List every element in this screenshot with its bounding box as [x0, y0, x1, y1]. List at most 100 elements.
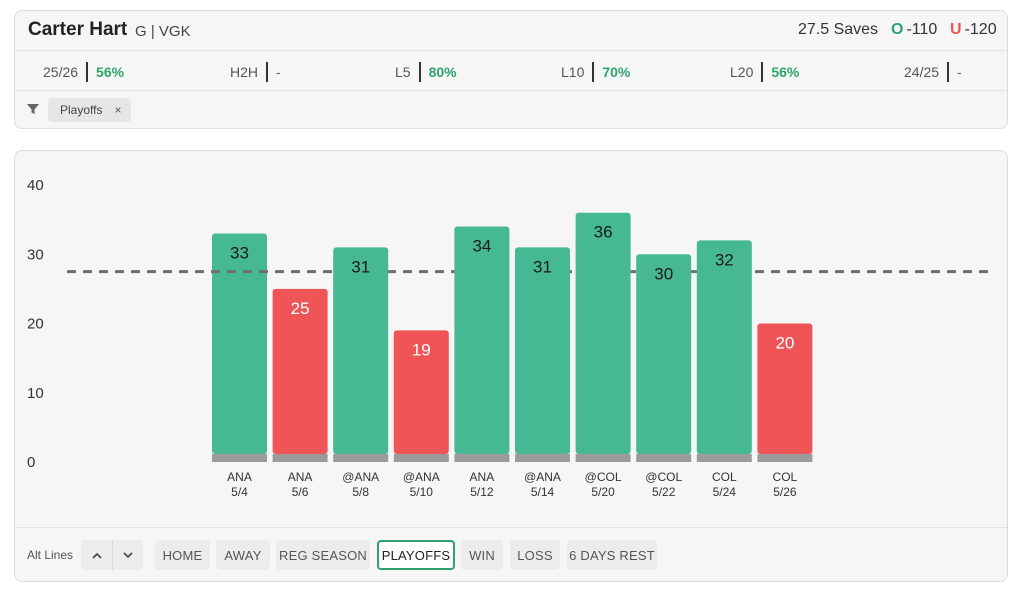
saves-bar-chart: 01020304033ANA5/425ANA5/631@ANA5/819@ANA… [27, 177, 990, 499]
y-tick-label: 30 [27, 246, 44, 263]
prop-line: 27.5 Saves [798, 21, 879, 38]
over-odds[interactable]: O -110 [891, 21, 937, 39]
x-tick-opponent: ANA [227, 470, 252, 484]
bar[interactable] [515, 247, 570, 454]
split-label: L20 [730, 64, 754, 80]
bar-value-label: 20 [775, 334, 794, 353]
x-tick-date: 5/12 [470, 485, 494, 499]
game-log-chart-card: 0 10 20 30 40 33 ANA 5/4 25 ANA 5/6 31 @ANA 5/8 19 @ANA… [14, 150, 1008, 582]
bar-base [575, 454, 631, 462]
bar-value-label: 34 [472, 237, 491, 256]
split-l10[interactable]: L10 70% [561, 62, 630, 82]
split-label: H2H [230, 64, 259, 80]
bar[interactable] [212, 233, 267, 454]
close-icon[interactable]: × [114, 103, 122, 117]
split-label: L10 [561, 64, 585, 80]
x-tick-opponent: @COL [585, 470, 622, 484]
bar[interactable] [575, 212, 631, 454]
split-l20[interactable]: L20 56% [730, 62, 799, 82]
x-tick-date: 5/4 [231, 485, 248, 499]
split-season[interactable]: 25/26 56% [43, 62, 124, 82]
x-tick-opponent: @ANA [524, 470, 561, 484]
split-label: 25/26 [43, 64, 79, 80]
x-tick-opponent: COL [773, 470, 798, 484]
active-filters: Playoffs × [15, 91, 1007, 130]
chevron-down-icon[interactable] [112, 540, 143, 570]
x-tick-date: 5/22 [652, 485, 676, 499]
chevron-up-icon[interactable] [81, 540, 112, 570]
split-value: 56% [771, 64, 800, 80]
alt-line-stepper [81, 540, 143, 570]
under-mark: U [950, 21, 962, 38]
split-l5[interactable]: L5 80% [395, 62, 457, 82]
over-odds-value: -110 [906, 21, 938, 38]
hit-rate-splits: 25/26 56% H2H - L5 80% L10 70% L20 56% 2… [15, 51, 1007, 91]
bar[interactable] [696, 240, 752, 454]
y-tick-label: 0 [27, 454, 35, 471]
bar[interactable] [393, 330, 449, 454]
x-tick-opponent: ANA [470, 470, 495, 484]
alt-lines-label: Alt Lines [27, 548, 74, 562]
x-tick-date: 5/20 [591, 485, 615, 499]
y-tick-label: 10 [27, 385, 44, 402]
bar[interactable] [636, 254, 692, 454]
split-divider [266, 62, 269, 82]
split-h2h[interactable]: H2H - [230, 62, 281, 82]
filter-rest-days-button[interactable]: 6 DAYS REST [567, 540, 657, 570]
y-tick-label: 20 [27, 316, 44, 333]
x-tick-date: 5/10 [410, 485, 434, 499]
x-tick-date: 5/8 [352, 485, 369, 499]
under-odds-value: -120 [964, 21, 997, 38]
bar-base [333, 454, 389, 462]
bar-value-label: 25 [291, 299, 310, 318]
bar-value-label: 32 [715, 250, 734, 269]
x-tick-date: 5/26 [773, 485, 797, 499]
bar-base [696, 454, 752, 462]
bar-base [393, 454, 449, 462]
x-tick-opponent: ANA [288, 470, 313, 484]
under-odds[interactable]: U -120 [950, 21, 997, 39]
filter-away-button[interactable]: AWAY [216, 540, 270, 570]
filter-playoffs-button[interactable]: PLAYOFFS [377, 540, 455, 570]
bar-value-label: 31 [533, 257, 552, 276]
bar-value-label: 30 [654, 264, 673, 283]
bar-value-label: 19 [412, 340, 431, 359]
filter-reg-season-button[interactable]: REG SEASON [276, 540, 370, 570]
x-tick-opponent: @ANA [342, 470, 379, 484]
bar-base [272, 454, 328, 462]
split-last-season[interactable]: 24/25 - [904, 62, 962, 82]
split-value: 56% [96, 64, 125, 80]
split-divider [418, 62, 421, 82]
split-value: 70% [602, 64, 631, 80]
filter-loss-button[interactable]: LOSS [510, 540, 560, 570]
player-header: Carter Hart G | VGK 27.5 Saves O -110 U -1… [15, 11, 1007, 51]
filter-chip-label: Playoffs [60, 103, 103, 117]
x-tick-opponent: @ANA [403, 470, 440, 484]
bar[interactable] [454, 226, 510, 454]
filter-home-button[interactable]: HOME [155, 540, 210, 570]
bar[interactable] [757, 323, 813, 455]
bar-value-label: 36 [594, 223, 613, 242]
split-value: - [276, 64, 281, 80]
filter-icon[interactable] [26, 102, 40, 116]
x-tick-date: 5/6 [292, 485, 309, 499]
split-divider [86, 62, 89, 82]
split-divider [947, 62, 950, 82]
bar-value-label: 31 [351, 257, 370, 276]
split-label: 24/25 [904, 64, 940, 80]
bar-base [636, 454, 692, 462]
chart-toolbar: Alt Lines HOME AWAY REG SEASON PLAYOFFS … [15, 527, 1007, 583]
filter-chip-playoffs[interactable]: Playoffs × [48, 98, 132, 122]
player-name: Carter Hart [28, 19, 128, 40]
player-position-team: G | VGK [135, 23, 191, 40]
bar[interactable] [272, 288, 328, 454]
split-value: - [957, 64, 962, 80]
bar-base [757, 454, 813, 462]
x-tick-date: 5/24 [713, 485, 737, 499]
bar[interactable] [333, 247, 389, 454]
split-value: 80% [428, 64, 457, 80]
y-tick-label: 40 [27, 177, 44, 194]
x-tick-opponent: @COL [645, 470, 682, 484]
filter-win-button[interactable]: WIN [461, 540, 503, 570]
bar-base [515, 454, 570, 462]
